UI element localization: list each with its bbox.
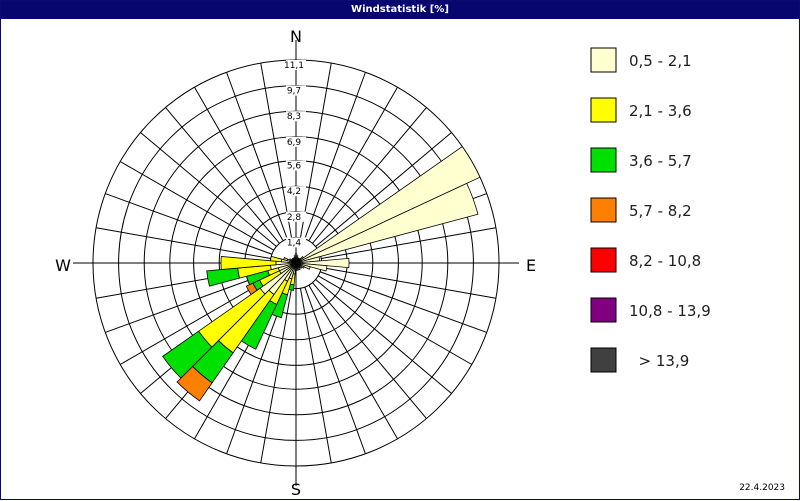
wind-sector-segment [270, 255, 283, 263]
date-stamp: 22.4.2023 [739, 483, 785, 493]
rose-center [293, 260, 299, 266]
compass-west-label: W [55, 256, 71, 275]
ring-label: 8,3 [287, 112, 301, 122]
ring-label: 11,1 [284, 61, 304, 71]
ring-labels: 1,4 2,8 4,2 5,6 6,9 8,3 9,7 11,1 [284, 60, 306, 248]
legend-label-2: 3,6 - 5,7 [629, 152, 692, 170]
legend: 0,5 - 2,1 2,1 - 3,6 3,6 - 5,7 5,7 - 8,2 … [590, 47, 711, 373]
grid-spoke [315, 279, 452, 394]
legend-label-4: 8,2 - 10,8 [629, 252, 701, 270]
grid-spoke [95, 227, 271, 260]
grid-spoke [321, 266, 497, 299]
grid-spoke [140, 132, 277, 247]
ring-label-bg [286, 60, 306, 70]
legend-label-6: > 13,9 [629, 352, 689, 370]
wind-sector-segment [295, 182, 479, 264]
grid-spoke [260, 62, 293, 238]
grid-spoke [308, 284, 398, 440]
wind-sector-segment [206, 267, 240, 287]
ring-label: 4,2 [287, 187, 301, 197]
wind-sector-segment [283, 257, 289, 262]
ring-label-bg [286, 111, 306, 122]
compass-east-label: E [526, 256, 536, 275]
wind-sector-segment [220, 256, 277, 270]
grid-spoke [319, 271, 487, 333]
legend-label-0: 0,5 - 2,1 [629, 52, 692, 70]
grid-spoke [119, 161, 275, 251]
legend-label-5: 10,8 - 13,9 [629, 302, 711, 320]
wind-sector-segment [295, 257, 350, 269]
legend-swatch-4 [590, 247, 617, 273]
wind-sector-segment [245, 282, 258, 296]
legend-swatch-0 [590, 47, 617, 73]
legend-swatch-1 [590, 97, 617, 123]
ring-label-bg [286, 85, 306, 96]
wind-sector-segment [176, 365, 213, 402]
window-title: Windstatistik [%] [1, 1, 799, 19]
legend-swatch-6 [590, 347, 617, 373]
grid-spoke [194, 86, 284, 242]
grid-spoke [105, 193, 273, 255]
compass-south-label: S [291, 480, 301, 499]
ring-label-bg [286, 186, 306, 197]
legend-label-1: 2,1 - 3,6 [629, 102, 692, 120]
grid-spoke [304, 286, 366, 454]
wind-sector-segment [295, 146, 481, 264]
ring-label-bg [286, 237, 306, 248]
compass-north-label: N [290, 27, 302, 46]
legend-swatch-2 [590, 147, 617, 173]
legend-swatch-3 [590, 197, 617, 223]
grid-spoke [105, 271, 273, 333]
grid-spoke [299, 288, 332, 464]
wind-sector-segment [162, 330, 213, 379]
grid-spoke [312, 282, 427, 419]
legend-label-3: 5,7 - 8,2 [629, 202, 692, 220]
grid-spoke [312, 107, 427, 244]
grid-spoke [299, 62, 332, 238]
grid-spoke [260, 288, 293, 464]
ring-label: 2,8 [287, 213, 302, 223]
grid-spoke [165, 107, 280, 244]
ring-label: 5,6 [287, 162, 302, 172]
grid-spoke [308, 86, 398, 242]
grid-spoke [304, 72, 366, 240]
wind-sectors [162, 146, 481, 402]
ring-label: 6,9 [287, 138, 302, 148]
ring-label-bg [286, 136, 306, 147]
grid-spoke [226, 72, 288, 240]
ring-label: 1,4 [287, 238, 302, 248]
legend-swatch-5 [590, 297, 617, 323]
ring-label: 9,7 [287, 87, 301, 97]
grid-spoke [315, 132, 452, 247]
ring-label-bg [286, 160, 306, 171]
grid-spoke [317, 275, 473, 365]
grid-spoke [321, 227, 497, 260]
ring-label-bg [286, 211, 306, 222]
